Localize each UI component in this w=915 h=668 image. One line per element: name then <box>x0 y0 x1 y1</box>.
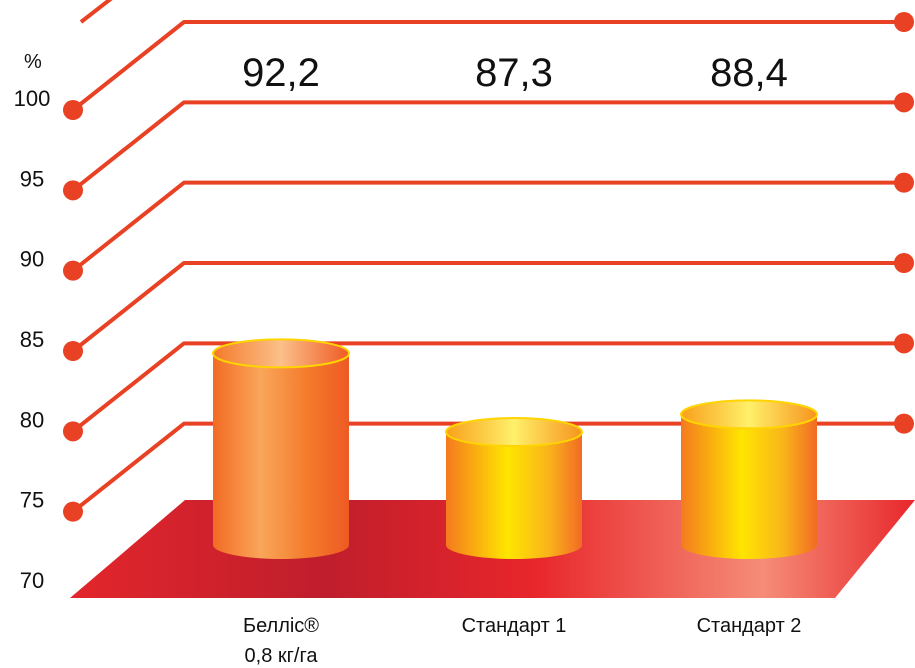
bar-top <box>212 338 350 369</box>
bar-top <box>445 417 583 448</box>
y-tick-label: 75 <box>20 488 44 513</box>
category-label: 0,8 кг/га <box>245 645 319 667</box>
bar-2 <box>445 417 583 559</box>
grid-dot-right-85 <box>894 253 914 273</box>
grid-dot-right-100 <box>894 12 914 32</box>
grid-dot-left-90 <box>63 260 83 281</box>
bar-3 <box>680 399 818 559</box>
value-label: 92,2 <box>242 51 320 95</box>
y-tick-label: 100 <box>14 86 51 111</box>
grid-dot-right-80 <box>894 333 914 354</box>
y-tick-label: 90 <box>20 247 44 272</box>
grid-dot-left-95 <box>63 180 83 201</box>
bars <box>212 338 818 559</box>
category-labels: Белліс® 0,8 кг/га Стандарт 1 Стандарт 2 <box>243 615 801 667</box>
bar-1 <box>212 338 350 559</box>
value-label: 87,3 <box>475 51 553 95</box>
gridlines <box>63 0 914 522</box>
y-axis-unit: % <box>24 51 42 73</box>
gridline-95 <box>71 100 904 192</box>
bar-body <box>681 414 817 559</box>
value-label: 88,4 <box>710 51 788 95</box>
gridline-90 <box>71 180 904 273</box>
y-tick-label: 95 <box>20 166 44 191</box>
y-tick-label: 80 <box>20 407 44 432</box>
y-axis-ticks: 100 95 90 85 80 75 70 <box>14 86 51 593</box>
gridline-100 <box>71 20 904 112</box>
grid-dot-left-80 <box>63 421 83 442</box>
grid-dot-right-90 <box>894 172 914 193</box>
y-tick-label: 85 <box>20 327 44 352</box>
gridline-85 <box>71 261 904 353</box>
category-label: Стандарт 2 <box>697 615 802 637</box>
category-label: Стандарт 1 <box>462 615 567 637</box>
bar-top <box>680 399 818 430</box>
grid-dot-right-95 <box>894 92 914 113</box>
category-label: Белліс® <box>243 615 319 637</box>
y-tick-label: 70 <box>20 568 44 593</box>
value-labels: 92,2 87,3 88,4 <box>242 51 788 95</box>
bar-body <box>213 353 349 559</box>
grid-dot-left-100 <box>63 100 83 120</box>
bar-body <box>446 432 582 559</box>
gridline-75 <box>71 421 904 514</box>
gridline-top <box>79 0 113 24</box>
grid-dot-right-75 <box>894 413 914 434</box>
gridline-80 <box>71 341 904 433</box>
grid-dot-left-75 <box>63 501 83 522</box>
grid-dot-left-85 <box>63 341 83 361</box>
